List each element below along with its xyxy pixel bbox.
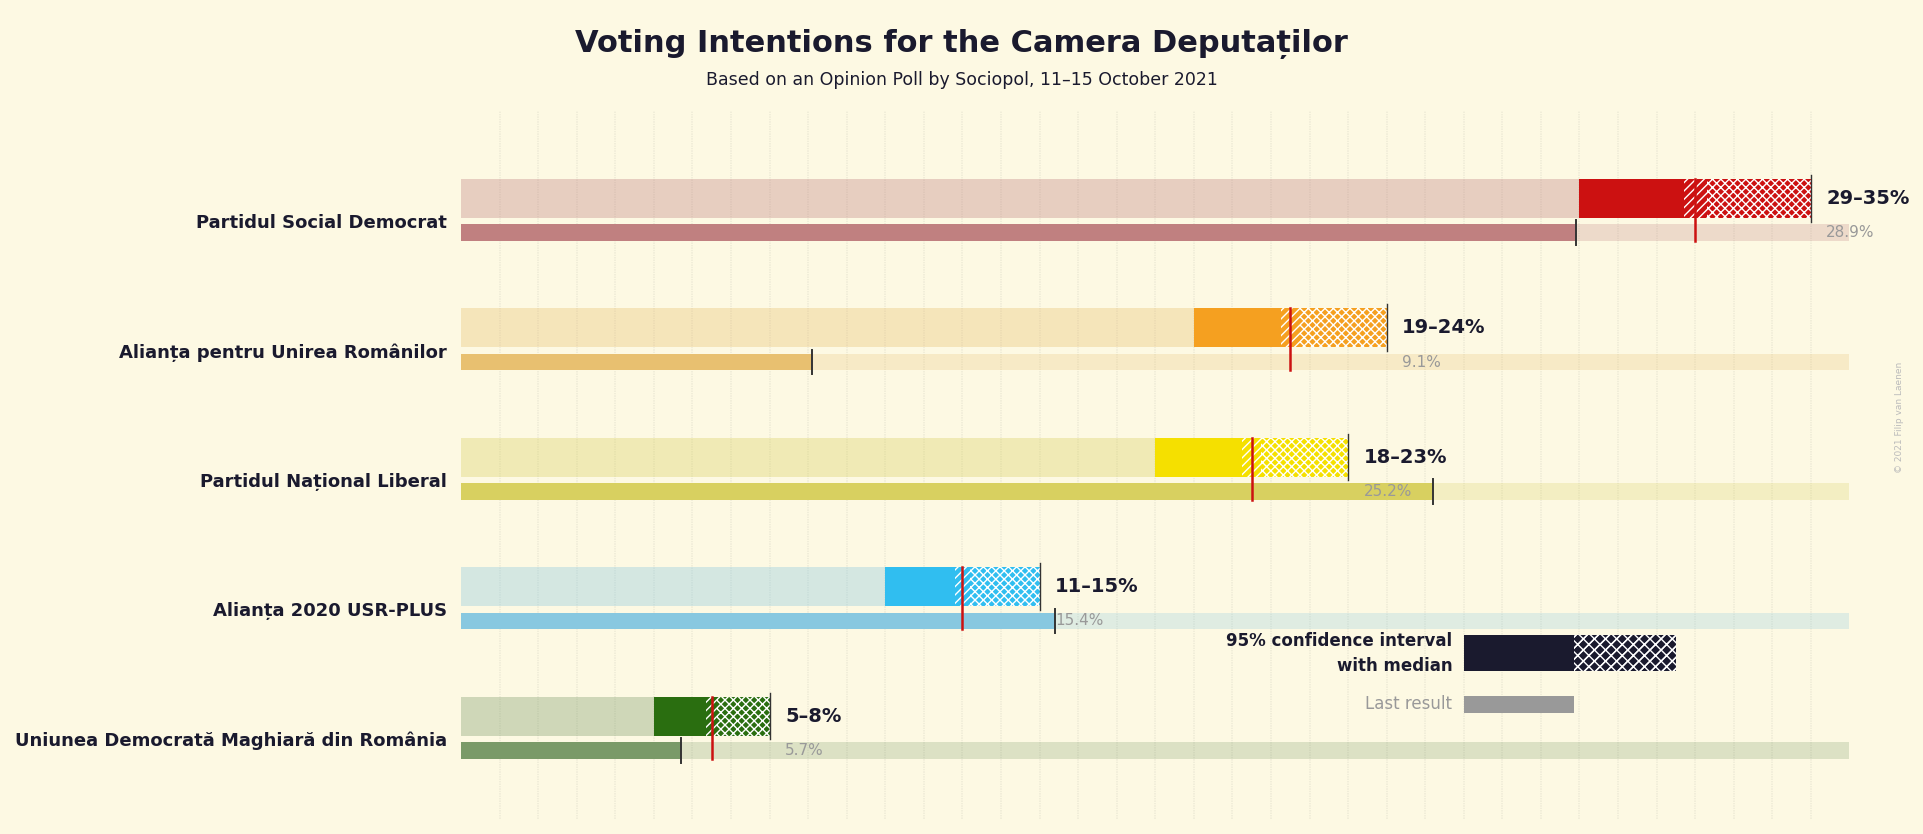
Bar [954,567,1040,606]
Bar [1708,178,1811,218]
Bar [462,483,1433,500]
Bar [462,612,1056,630]
Bar [1156,438,1348,476]
Bar [1685,178,1811,218]
Bar [462,224,1575,241]
Text: 28.9%: 28.9% [1827,225,1875,240]
Bar [706,696,769,736]
Bar [462,483,1433,500]
Bar [462,742,1850,759]
Bar [462,742,681,759]
Text: Last result: Last result [1365,696,1452,713]
Bar [1300,309,1386,347]
Bar [462,696,769,736]
Bar [462,354,812,370]
Bar [462,354,1850,370]
Text: 95% confidence interval
with median: 95% confidence interval with median [1227,632,1452,675]
Bar [1575,636,1677,671]
Bar [717,696,769,736]
Bar [1242,438,1348,476]
Bar [462,224,1575,241]
Bar [462,438,1348,476]
Text: 9.1%: 9.1% [1402,354,1440,369]
Bar [1579,178,1811,218]
Bar [462,742,681,759]
Text: 15.4%: 15.4% [1056,614,1104,629]
Text: © 2021 Filip van Laenen: © 2021 Filip van Laenen [1896,361,1904,473]
Text: 11–15%: 11–15% [1056,577,1138,596]
Text: 18–23%: 18–23% [1363,448,1446,467]
Text: 29–35%: 29–35% [1827,188,1910,208]
Bar [1463,636,1575,671]
Bar [462,309,1386,347]
Bar [462,178,1811,218]
Bar [462,224,1850,241]
Text: 25.2%: 25.2% [1363,484,1411,499]
Bar [462,612,1850,630]
Text: Based on an Opinion Poll by Sociopol, 11–15 October 2021: Based on an Opinion Poll by Sociopol, 11… [706,71,1217,89]
Bar [654,696,769,736]
Text: 5–8%: 5–8% [785,706,842,726]
Bar [462,567,1040,606]
Bar [969,567,1040,606]
Bar [1281,309,1386,347]
Bar [462,354,812,370]
Bar [885,567,1040,606]
Bar [462,483,1850,500]
Bar [1194,309,1386,347]
Text: 5.7%: 5.7% [785,743,823,758]
Bar [1261,438,1348,476]
Text: Voting Intentions for the Camera Deputaților: Voting Intentions for the Camera Deputaț… [575,29,1348,59]
Text: 19–24%: 19–24% [1402,319,1486,337]
Bar [462,612,1056,630]
Bar [1463,696,1575,713]
Bar [1575,636,1677,671]
